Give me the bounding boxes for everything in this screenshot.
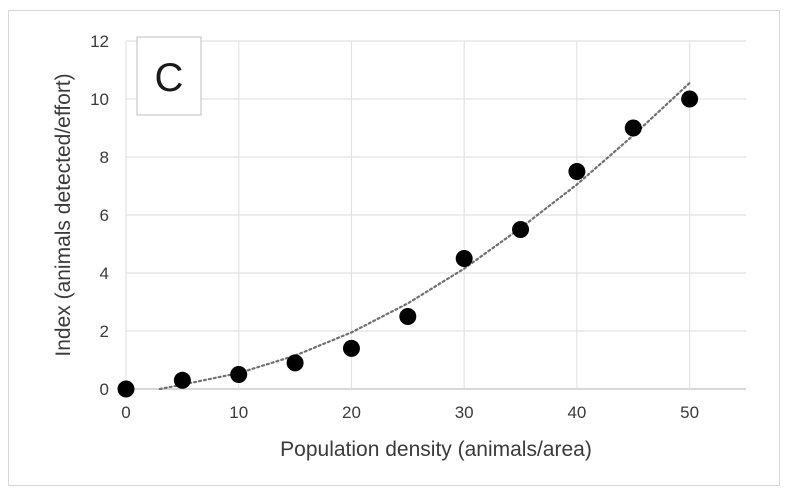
trendline-layer xyxy=(158,81,691,391)
data-point xyxy=(568,163,586,180)
data-point xyxy=(286,354,304,372)
data-point xyxy=(117,380,135,398)
data-point xyxy=(399,308,417,325)
data-point xyxy=(681,90,699,108)
x-tick-label: 50 xyxy=(680,403,699,422)
x-axis-title: Population density (animals/area) xyxy=(280,438,592,461)
panel-label-box: C xyxy=(136,36,202,116)
y-tick-label: 8 xyxy=(100,148,109,167)
data-point xyxy=(455,250,473,267)
y-tick-label: 12 xyxy=(90,32,109,51)
data-point xyxy=(624,119,642,137)
data-point xyxy=(230,366,248,383)
y-tick-label: 0 xyxy=(100,380,109,399)
y-axis-title: Index (animals detected/effort) xyxy=(52,73,75,356)
grid-lines xyxy=(125,40,746,390)
x-tick-label: 20 xyxy=(342,403,361,422)
tick-labels: 0 2 4 6 8 10 12 0 10 20 30 40 50 xyxy=(90,32,699,422)
x-tick-label: 30 xyxy=(455,403,474,422)
data-point xyxy=(512,221,530,238)
trendline xyxy=(158,81,691,391)
panel-label: C xyxy=(155,56,184,100)
x-tick-label: 40 xyxy=(567,403,586,422)
y-tick-label: 4 xyxy=(100,264,109,283)
x-tick-label: 0 xyxy=(121,403,130,422)
data-point xyxy=(342,339,360,357)
y-tick-label: 10 xyxy=(90,90,109,109)
x-tick-label: 10 xyxy=(229,403,248,422)
y-tick-label: 2 xyxy=(100,322,109,341)
data-point xyxy=(173,371,191,389)
data-points xyxy=(117,90,699,398)
y-tick-label: 6 xyxy=(100,206,109,225)
